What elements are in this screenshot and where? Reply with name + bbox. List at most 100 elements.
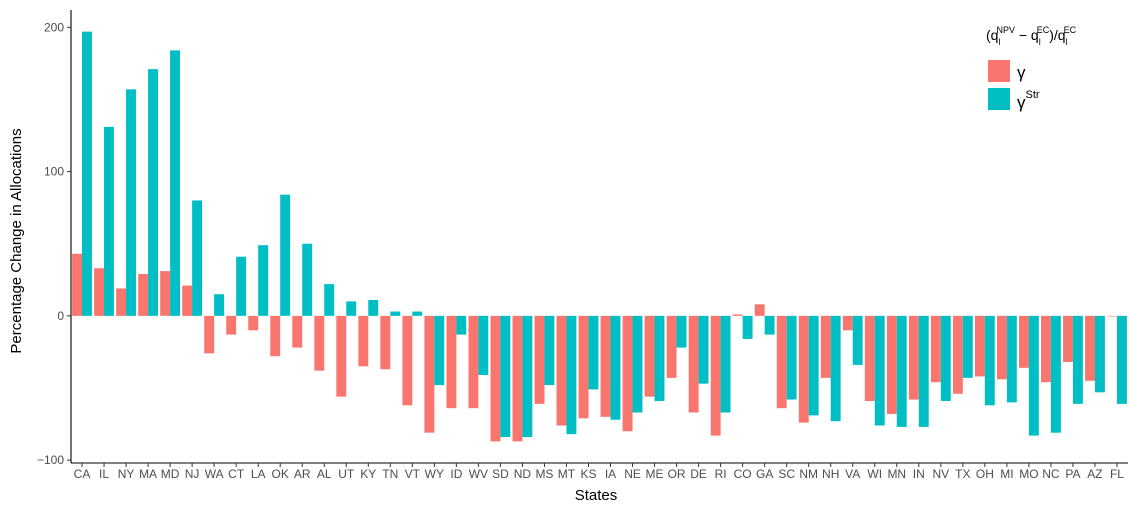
- bar-gamma-str-nm: [808, 315, 819, 416]
- x-tick-label-mo: MO: [1019, 467, 1038, 481]
- bar-gamma-str-ut: [346, 301, 357, 316]
- x-tick-label-nd: ND: [514, 467, 532, 481]
- bars-layer: [72, 31, 1127, 442]
- bar-gamma-str-az: [1094, 315, 1105, 393]
- bar-gamma-ky: [358, 315, 369, 367]
- bar-gamma-in: [908, 315, 919, 400]
- bar-gamma-str-ok: [280, 194, 291, 316]
- x-tick-label-tn: TN: [382, 467, 398, 481]
- bar-gamma-str-co: [742, 315, 753, 339]
- bar-gamma-wv: [468, 315, 479, 409]
- x-tick-label-de: DE: [690, 467, 707, 481]
- bar-gamma-wa: [204, 315, 215, 354]
- bar-gamma-pa: [1063, 315, 1073, 363]
- x-tick-label-ri: RI: [715, 467, 727, 481]
- bar-gamma-str-mo: [1028, 315, 1039, 436]
- bar-gamma-str-tx: [962, 315, 973, 378]
- x-tick-label-al: AL: [317, 467, 332, 481]
- x-tick-label-wy: WY: [425, 467, 444, 481]
- x-tick-label-ca: CA: [74, 467, 91, 481]
- x-tick-label-ms: MS: [535, 467, 553, 481]
- bar-gamma-str-me: [654, 315, 665, 401]
- bar-gamma-str-md: [170, 50, 180, 316]
- bar-gamma-str-de: [698, 315, 709, 384]
- bar-gamma-ri: [710, 315, 721, 436]
- x-tick-label-me: ME: [646, 467, 664, 481]
- bar-gamma-str-la: [258, 245, 269, 316]
- y-tick-label: 200: [44, 20, 64, 34]
- x-tick-label-pa: PA: [1065, 467, 1080, 481]
- bar-gamma-str-nj: [192, 200, 203, 316]
- x-tick-label-id: ID: [450, 467, 462, 481]
- bar-gamma-la: [248, 315, 259, 331]
- x-tick-label-il: IL: [99, 467, 109, 481]
- bar-gamma-al: [314, 315, 325, 371]
- bar-gamma-str-nv: [940, 315, 951, 401]
- bar-gamma-nv: [930, 315, 941, 383]
- bar-gamma-str-ca: [82, 31, 92, 316]
- bar-gamma-str-or: [676, 315, 687, 348]
- bar-gamma-str-vt: [412, 311, 423, 316]
- bar-gamma-str-ky: [368, 299, 379, 316]
- bar-gamma-az: [1085, 315, 1095, 381]
- bar-gamma-str-ar: [302, 243, 313, 316]
- bar-gamma-ok: [270, 315, 281, 357]
- bar-gamma-str-fl: [1116, 315, 1127, 404]
- x-tick-label-md: MD: [161, 467, 180, 481]
- x-tick-label-mi: MI: [1000, 467, 1013, 481]
- x-axis-title: States: [575, 487, 618, 504]
- bar-gamma-va: [842, 315, 853, 331]
- bar-gamma-str-id: [456, 315, 467, 335]
- x-tick-label-sd: SD: [492, 467, 509, 481]
- bar-gamma-ga: [754, 304, 765, 316]
- bar-gamma-str-nh: [830, 315, 841, 422]
- x-tick-label-nj: NJ: [185, 467, 200, 481]
- x-tick-label-ny: NY: [118, 467, 135, 481]
- x-tick-label-wa: WA: [205, 467, 224, 481]
- x-tick-label-nc: NC: [1042, 467, 1060, 481]
- bar-gamma-str-ne: [632, 315, 643, 413]
- legend-key-gamma: [988, 60, 1010, 82]
- bar-gamma-nm: [798, 315, 809, 423]
- bar-gamma-fl: [1107, 315, 1117, 317]
- y-tick-label: 100: [44, 165, 64, 179]
- legend: (qlNPV − qlEC)/qlEC γ γStr: [986, 25, 1077, 112]
- x-tick-label-la: LA: [251, 467, 266, 481]
- bar-gamma-ar: [292, 315, 303, 348]
- bar-gamma-str-wy: [434, 315, 445, 386]
- bar-gamma-ct: [226, 315, 237, 335]
- x-tick-label-va: VA: [845, 467, 860, 481]
- bar-gamma-mt: [556, 315, 567, 426]
- x-tick-label-in: IN: [913, 467, 925, 481]
- bar-gamma-ne: [622, 315, 633, 432]
- bar-gamma-str-nd: [522, 315, 533, 438]
- bar-gamma-ca: [72, 253, 83, 316]
- bar-gamma-str-al: [324, 284, 335, 316]
- bar-gamma-str-sd: [500, 315, 511, 438]
- bar-gamma-str-sc: [786, 315, 797, 400]
- x-tick-label-az: AZ: [1087, 467, 1102, 481]
- bar-gamma-str-ri: [720, 315, 731, 413]
- bar-gamma-ny: [116, 288, 127, 316]
- y-axis-title: Percentage Change in Allocations: [8, 128, 25, 353]
- bar-gamma-str-ma: [148, 69, 158, 316]
- bar-gamma-de: [688, 315, 699, 413]
- x-tick-label-oh: OH: [976, 467, 994, 481]
- bar-gamma-str-ks: [588, 315, 599, 390]
- y-tick-label: 0: [57, 309, 64, 323]
- bar-gamma-str-ct: [236, 256, 247, 316]
- bar-gamma-str-nc: [1050, 315, 1061, 433]
- x-tick-label-ia: IA: [605, 467, 616, 481]
- bar-gamma-mi: [996, 315, 1007, 380]
- bar-gamma-or: [666, 315, 677, 378]
- bar-gamma-il: [94, 268, 105, 316]
- bar-gamma-vt: [402, 315, 413, 406]
- x-tick-label-nv: NV: [932, 467, 949, 481]
- bar-gamma-nc: [1041, 315, 1051, 383]
- bar-gamma-ms: [534, 315, 545, 404]
- bar-gamma-nh: [820, 315, 831, 378]
- bar-gamma-str-ny: [126, 89, 136, 316]
- x-tick-label-fl: FL: [1110, 467, 1124, 481]
- x-tick-label-ct: CT: [228, 467, 245, 481]
- bar-gamma-str-il: [104, 126, 114, 316]
